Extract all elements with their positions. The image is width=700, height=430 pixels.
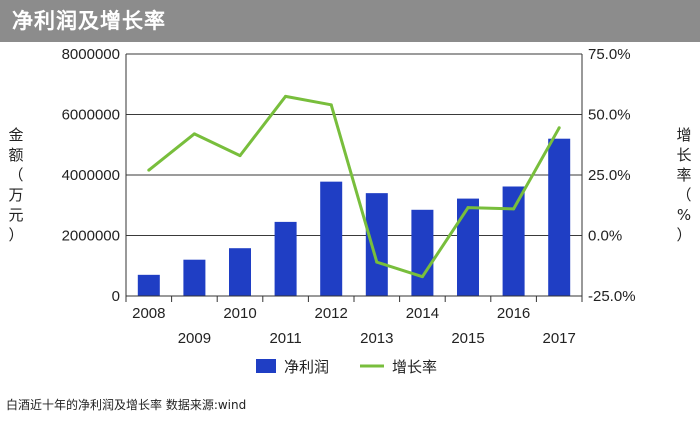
bar [229,248,251,296]
x-tick-label: 2011 [269,330,301,347]
axis-title-char: 万 [8,186,23,204]
line-series [147,94,561,279]
tick-labels: 0 2000000 4000000 6000000 8000000 -25.0% 0.0% 2… [62,46,636,347]
legend: 净利润 增长率 [256,358,437,376]
y-tick-label: 6000000 [62,107,120,124]
bar [457,198,479,296]
bar [137,274,160,296]
axis-titles: 金额 （ 万元 ） 增长率 （% ） [8,126,691,244]
legend-line-label: 增长率 [392,358,437,376]
y-right-tick-label: 50.0% [588,107,631,124]
line-point [284,94,288,98]
axis-title-char: 长 [676,146,691,164]
bar-series [137,138,571,296]
x-tick-label: 2016 [497,305,530,322]
y-tick-label: 2000000 [62,228,120,245]
bar [183,259,206,296]
axis-title-char: 额 [8,146,23,164]
y-axis-title-right: 增长率 （% ） [676,126,691,244]
x-tick-label: 2015 [451,330,484,347]
caption: 白酒近十年的净利润及增长率 数据来源:wind [6,398,247,412]
line-point [238,154,242,158]
line-point [466,206,470,210]
line-point [329,103,333,107]
x-tick-label: 2008 [132,305,165,322]
title-bar: 净利润及增长率 [0,0,700,42]
bar [502,186,525,296]
line-point [512,207,516,211]
x-tick-label: 2010 [223,305,256,322]
bar [274,221,297,296]
x-tick-label: 2009 [178,330,211,347]
y-axis-title-left: 金额 （ 万元 ） [8,126,23,244]
bar [548,138,571,296]
x-tick-label: 2013 [360,330,393,347]
axis-title-char: 元 [8,206,23,224]
x-tick-label: 2014 [406,305,439,322]
axes [125,54,583,302]
axis-title-char: % [677,206,691,224]
bar [365,193,388,296]
legend-bar-label: 净利润 [284,358,329,376]
y-right-tick-label: 75.0% [588,46,631,63]
line-point [192,132,196,136]
y-right-tick-label: 25.0% [588,167,631,184]
line-point [147,168,151,172]
line-point [375,260,379,264]
axis-title-char: （ [8,166,23,184]
bar [320,181,343,296]
x-tick-label: 2017 [543,330,576,347]
axis-title-char: ） [8,226,23,244]
axis-title-char: 增 [676,126,691,144]
line-point [557,126,561,130]
y-tick-label: 8000000 [62,46,120,63]
chart-title: 净利润及增长率 [12,9,166,33]
combo-chart: 0 2000000 4000000 6000000 8000000 -25.0% 0.0% 2… [8,46,691,376]
y-right-tick-label: 0.0% [588,228,622,245]
y-tick-label: 4000000 [62,167,120,184]
y-tick-label: 0 [112,288,120,305]
x-tick-label: 2012 [315,305,348,322]
axis-title-char: ） [676,226,691,244]
growth-line [147,94,561,279]
bar [411,209,434,296]
axis-title-char: 金 [8,126,23,144]
line-point [420,275,424,279]
legend-bar-swatch [256,359,276,373]
y-right-tick-label: -25.0% [588,288,636,305]
axis-title-char: 率 [676,166,691,184]
axis-title-char: （ [676,186,691,204]
